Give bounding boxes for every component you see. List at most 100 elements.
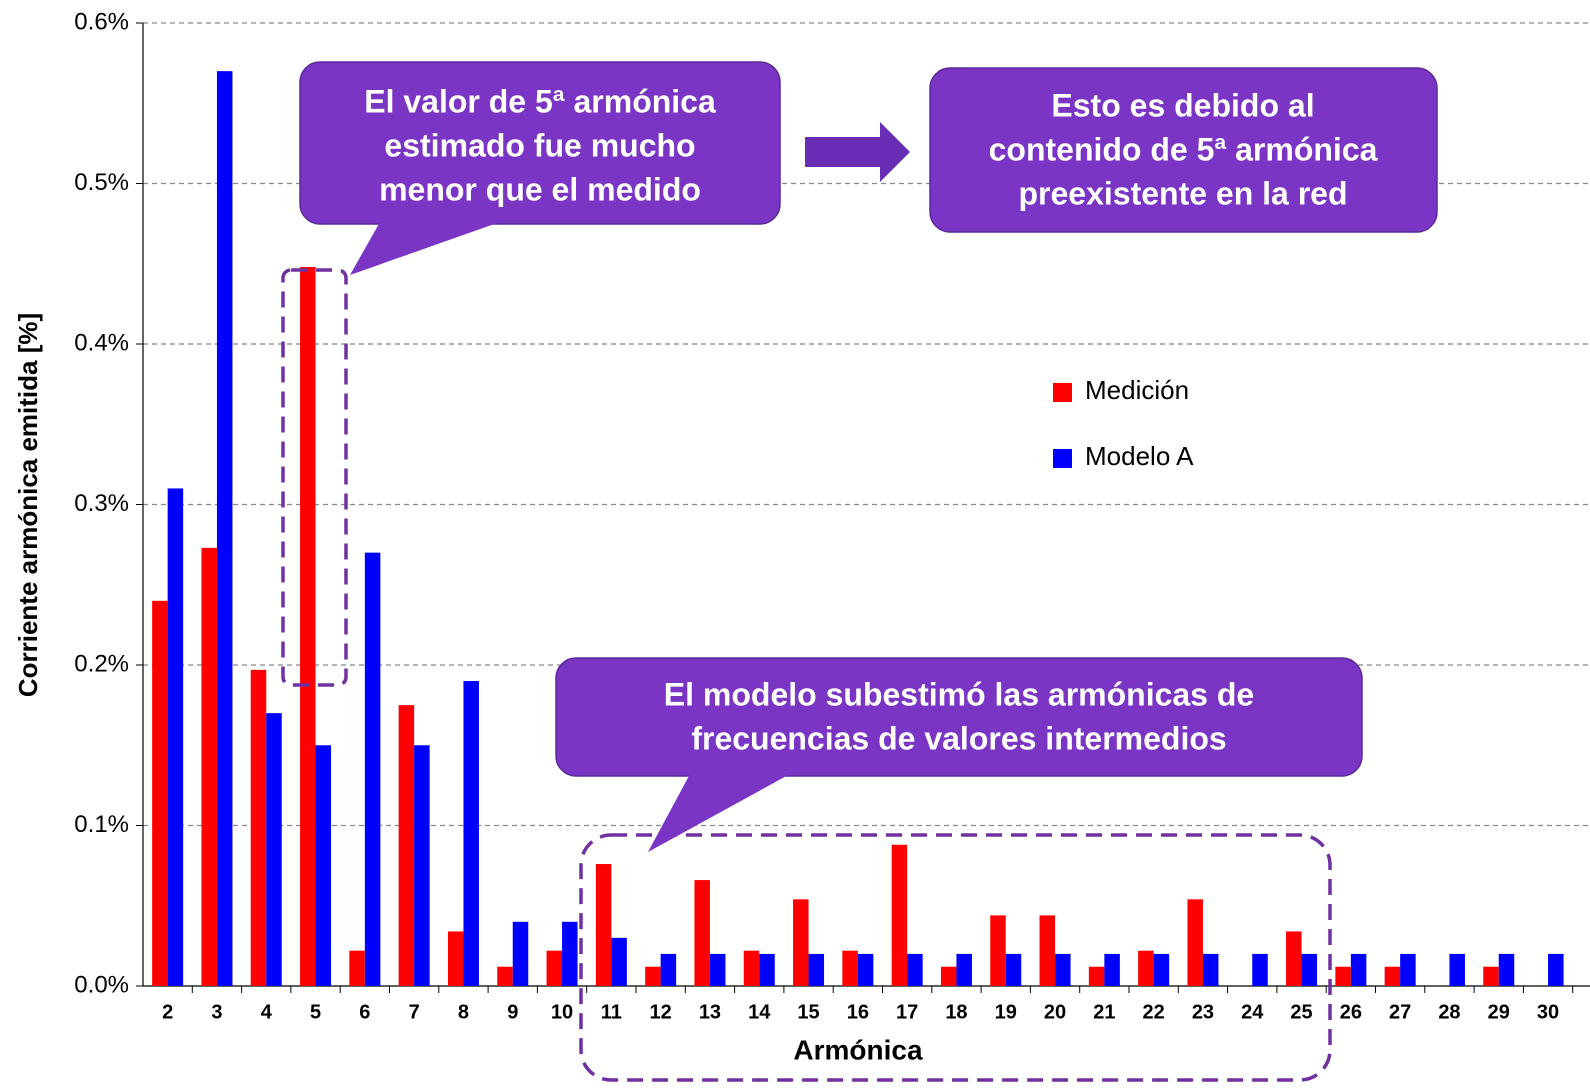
bar (808, 953, 825, 986)
x-tick-label: 10 (551, 1001, 573, 1023)
x-tick-label: 9 (507, 1001, 518, 1023)
bar (463, 681, 479, 986)
bar (349, 950, 365, 986)
bar (956, 953, 972, 986)
callout-box (555, 657, 1363, 777)
bar (1153, 953, 1170, 986)
annotation-text: preexistente en la red (1018, 175, 1347, 211)
bar (1384, 966, 1401, 986)
x-tick-label: 21 (1093, 1001, 1115, 1023)
bar (300, 266, 316, 987)
bar (1088, 966, 1105, 986)
y-axis-label: Corriente armónica emitida [%] (13, 313, 43, 697)
x-tick-label: 22 (1143, 1001, 1165, 1023)
bar (1449, 953, 1465, 986)
bar (201, 547, 217, 986)
bar (709, 953, 726, 986)
bar (562, 921, 578, 986)
bar (546, 950, 563, 986)
callout-box (299, 61, 781, 225)
x-tick-label: 3 (211, 1001, 222, 1023)
bar (1055, 953, 1071, 986)
annotation-text: estimado fue mucho (384, 127, 695, 163)
legend-label: Modelo A (1085, 441, 1194, 471)
bar (759, 953, 775, 986)
x-tick-label: 5 (310, 1001, 321, 1023)
bar (266, 713, 282, 986)
legend-label: Medición (1085, 375, 1189, 405)
bar (1301, 953, 1318, 986)
x-tick-label: 25 (1290, 1001, 1312, 1023)
x-tick-label: 30 (1537, 1001, 1559, 1023)
x-tick-label: 12 (650, 1001, 672, 1023)
arrow (805, 122, 910, 182)
x-tick-label: 19 (995, 1001, 1017, 1023)
callouts (299, 61, 1438, 852)
bar (611, 937, 627, 986)
bar (694, 880, 710, 986)
bar (497, 966, 513, 986)
annotation-text: contenido de 5ª armónica (989, 131, 1378, 167)
x-tick-label: 17 (896, 1001, 918, 1023)
x-tick-label: 7 (409, 1001, 420, 1023)
bar (1138, 950, 1154, 986)
x-tick-label: 11 (601, 1001, 622, 1023)
annotation-text: El valor de 5ª armónica (364, 83, 716, 119)
annotation-text: El modelo subestimó las armónicas de (664, 676, 1254, 712)
bar (1335, 966, 1351, 986)
callout-pointer (350, 222, 500, 275)
y-tick-label: 0.6% (74, 8, 129, 35)
bar (1252, 953, 1268, 986)
bar (398, 705, 415, 986)
bar (414, 745, 430, 986)
bar (364, 552, 381, 986)
bar (940, 966, 957, 986)
x-tick-label: 23 (1192, 1001, 1214, 1023)
x-tick-label: 13 (699, 1001, 721, 1023)
bar (645, 966, 661, 986)
bar (216, 71, 233, 986)
bar (743, 950, 760, 986)
legend-swatch (1053, 383, 1072, 402)
bar (857, 953, 874, 986)
bar (152, 600, 168, 986)
y-tick-label: 0.3% (74, 490, 129, 517)
bar (990, 915, 1006, 986)
x-tick-label: 15 (797, 1001, 819, 1023)
x-tick-label: 29 (1488, 1001, 1510, 1023)
bar (250, 669, 267, 986)
x-tick-label: 8 (458, 1001, 469, 1023)
x-tick-label: 4 (261, 1001, 273, 1023)
annotation-text: menor que el medido (379, 171, 701, 207)
bar (167, 488, 184, 986)
bar (1400, 953, 1416, 986)
x-tick-label: 14 (748, 1001, 771, 1023)
bar (1187, 899, 1203, 986)
x-tick-label: 2 (162, 1001, 173, 1023)
annotation-text: frecuencias de valores intermedios (691, 720, 1226, 756)
x-tick-label: 16 (847, 1001, 869, 1023)
y-tick-label: 0.4% (74, 329, 129, 356)
bar (793, 899, 809, 986)
bar (1202, 953, 1219, 986)
bar (1483, 966, 1499, 986)
bar (1039, 915, 1056, 986)
bar (891, 844, 908, 986)
callout-box (929, 67, 1438, 233)
x-tick-label: 6 (359, 1001, 370, 1023)
bar (447, 931, 464, 986)
highlight-box (579, 833, 1332, 1082)
x-axis-label: Armónica (793, 1034, 923, 1065)
bar (660, 953, 677, 986)
bar (1498, 953, 1515, 986)
x-tick-label: 20 (1044, 1001, 1066, 1023)
bar (512, 921, 529, 986)
x-tick-label: 24 (1241, 1001, 1264, 1023)
annotation-text: Esto es debido al (1051, 87, 1314, 123)
bar (842, 950, 858, 986)
bar (1548, 953, 1564, 986)
bar (1350, 953, 1367, 986)
bar (907, 953, 923, 986)
y-tick-label: 0.5% (74, 169, 129, 196)
